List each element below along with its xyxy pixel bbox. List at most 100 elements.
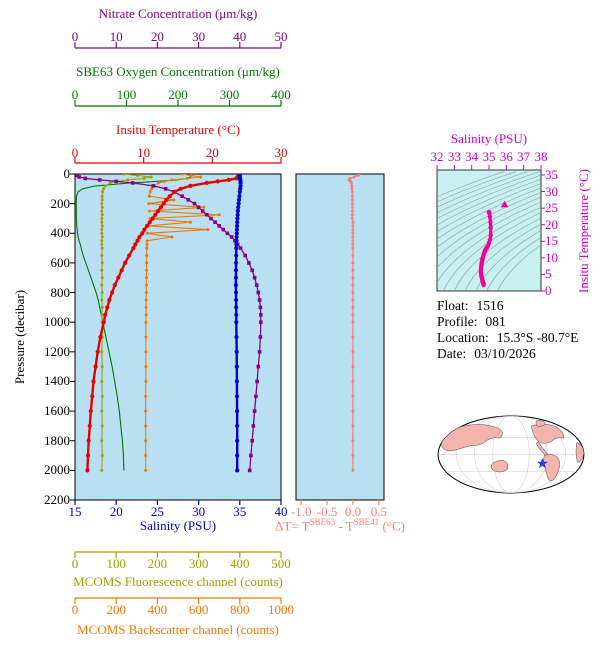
info-line-float: Float: 1516 — [437, 298, 578, 314]
ts-x-axis-title: Salinity (PSU) — [450, 131, 528, 146]
ts-plot-area — [436, 169, 542, 292]
tick-label: 0 — [71, 87, 79, 102]
info-line-profile: Profile: 081 — [437, 314, 578, 330]
tick-label: 0 — [71, 602, 79, 617]
nitrate-axis-title: Nitrate Concentration (μm/kg) — [98, 6, 258, 21]
ts-surface-marker — [500, 200, 509, 208]
tick-label: 25 — [150, 504, 164, 519]
tick-label: 33 — [447, 149, 461, 164]
tick-label: -0.5 — [316, 504, 338, 519]
tick-label: 32 — [430, 149, 444, 164]
tick-label: 400 — [271, 87, 291, 102]
fluorescence-axis-title: MCOMS Fluorescence channel (counts) — [73, 574, 283, 589]
delta-t-series — [347, 174, 361, 472]
tick-label: 0.0 — [344, 504, 362, 519]
oxygen-axis-title: SBE63 Oxygen Concentration (μm/kg) — [76, 64, 280, 79]
tick-label: 20 — [545, 216, 558, 232]
tick-label: 20 — [109, 504, 123, 519]
tick-label: 30 — [192, 29, 206, 44]
delta-t-title-prefix: ΔT= T — [275, 518, 310, 534]
tick-label: 500 — [271, 556, 291, 571]
tick-label: 15 — [68, 504, 82, 519]
delta-t-title-suffix: (°C) — [379, 518, 405, 534]
float-label: Float: — [437, 298, 469, 313]
tick-label: 34 — [465, 149, 479, 164]
tick-label: 1200 — [44, 343, 70, 359]
tick-label: 200 — [50, 195, 71, 211]
tick-label: 40 — [274, 504, 288, 519]
tick-label: 35 — [233, 504, 247, 519]
tick-label: 1000 — [44, 314, 70, 330]
info-line-date: Date: 03/10/2026 — [437, 346, 578, 362]
tick-label: 200 — [168, 87, 188, 102]
tick-label: 30 — [192, 504, 206, 519]
tick-label: 100 — [106, 556, 126, 571]
tick-label: 800 — [230, 602, 250, 617]
tick-label: 0 — [545, 283, 552, 298]
series-line — [75, 174, 192, 471]
tick-label: 800 — [50, 284, 71, 300]
tick-label: 200 — [106, 602, 126, 617]
tick-label: 400 — [147, 602, 168, 617]
tick-label: 600 — [50, 254, 71, 270]
tick-label: 2000 — [44, 462, 70, 478]
tick-label: 20 — [205, 145, 219, 160]
tick-label: 40 — [233, 29, 247, 44]
date-value: 03/10/2026 — [474, 346, 536, 361]
tick-label: 5 — [545, 266, 552, 282]
tick-label: 200 — [147, 556, 168, 571]
tick-label: 600 — [188, 602, 209, 617]
date-label: Date: — [437, 346, 467, 361]
ts-y-axis-title: Insitu Temperature (°C) — [576, 169, 591, 293]
tick-label: 300 — [219, 87, 240, 102]
world-map — [437, 415, 585, 494]
tick-label: 0 — [63, 166, 71, 181]
delta-t-title-mid: - T — [335, 518, 354, 534]
tick-label: 0 — [71, 29, 79, 44]
land-greenland — [535, 420, 546, 427]
tick-label: 10 — [109, 29, 123, 44]
location-value: 15.3°S -80.7°E — [496, 330, 579, 345]
tick-label: 1600 — [44, 403, 70, 419]
info-line-location: Location: 15.3°S -80.7°E — [437, 330, 578, 346]
map-land — [440, 420, 584, 482]
tick-label: 400 — [50, 225, 71, 241]
tick-label: 0 — [71, 145, 79, 160]
tick-label: 30 — [545, 183, 558, 199]
tick-label: 0 — [71, 556, 79, 571]
tick-label: 50 — [274, 29, 288, 44]
tick-label: 0.5 — [370, 504, 387, 519]
delta-t-axis-title: ΔT= TSBE63 - TSBE41 (°C) — [250, 517, 430, 534]
land-eurasia — [440, 424, 503, 452]
tick-label: 35 — [545, 166, 558, 182]
profile-value: 081 — [485, 314, 506, 329]
pressure-axis-title: Pressure (decibar) — [12, 289, 27, 385]
tick-label: 10 — [137, 145, 151, 160]
profile-series — [75, 174, 263, 473]
tick-label: 38 — [534, 149, 548, 164]
land-africa-edge — [575, 442, 584, 463]
delta-t-title-sup2: SBE41 — [353, 517, 380, 527]
delta-t-title-sup1: SBE63 — [309, 517, 336, 527]
land-north-america — [530, 423, 564, 444]
float-value: 1516 — [476, 298, 504, 313]
tick-label: -1.0 — [290, 504, 312, 519]
tick-label: 20 — [150, 29, 164, 44]
tick-label: 30 — [274, 145, 288, 160]
backscatter-axis-title: MCOMS Backscatter channel (counts) — [77, 622, 279, 637]
tick-label: 1800 — [44, 432, 70, 448]
tick-label: 1000 — [268, 602, 294, 617]
profile-label: Profile: — [437, 314, 478, 329]
tick-label: 400 — [230, 556, 250, 571]
tick-label: 36 — [499, 149, 513, 164]
tick-label: 35 — [482, 149, 496, 164]
tick-label: 10 — [545, 249, 558, 265]
ts-series — [478, 200, 509, 288]
tick-label: 1400 — [44, 373, 70, 389]
tick-label: 300 — [188, 556, 209, 571]
tick-label: 37 — [517, 149, 531, 164]
float-info: Float: 1516 Profile: 081 Location: 15.3°S -… — [437, 298, 578, 362]
delta-t-plot-area — [295, 173, 385, 501]
